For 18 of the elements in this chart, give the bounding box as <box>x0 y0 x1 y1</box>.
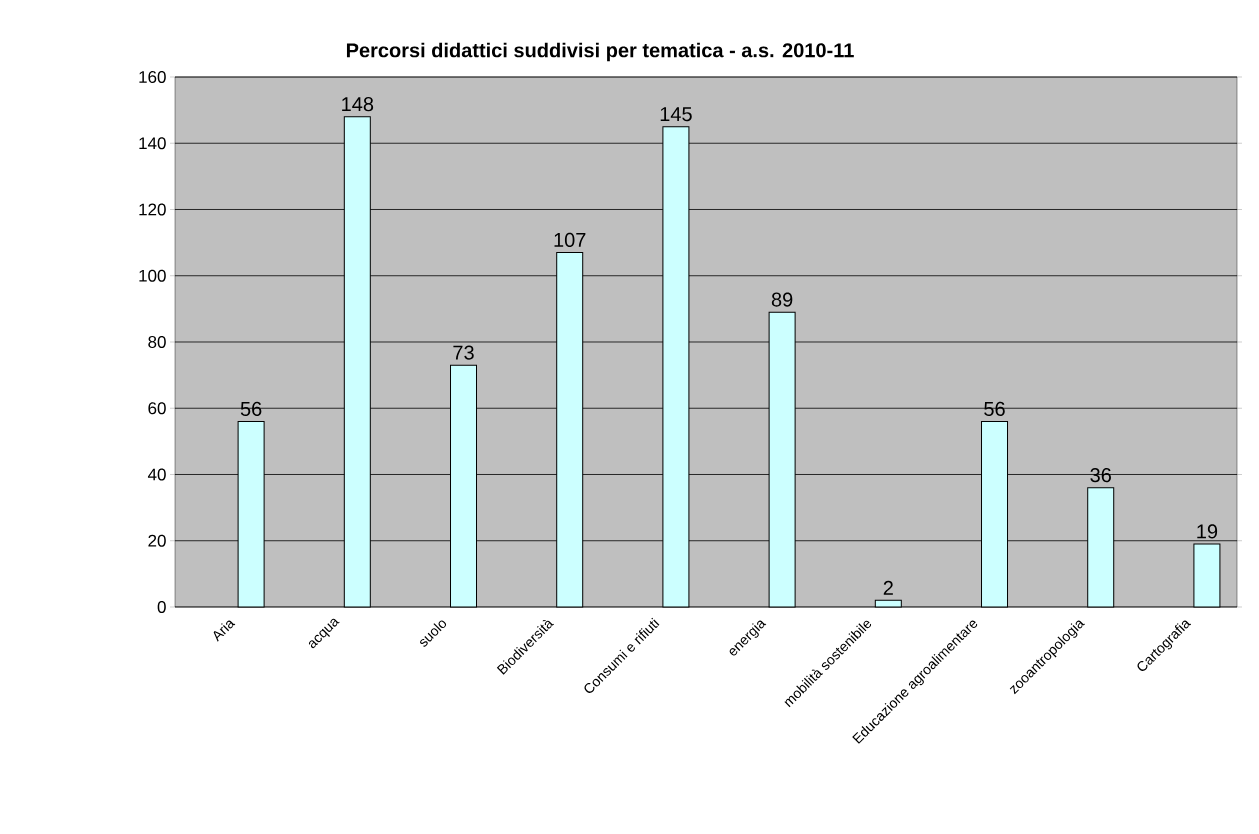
x-tick-label: Aria <box>213 620 236 642</box>
y-tick-label: 100 <box>139 269 166 282</box>
y-tick-label: 160 <box>139 70 166 84</box>
data-label: 148 <box>342 97 374 112</box>
y-tick-label: 80 <box>148 335 166 349</box>
y-tick-label: 40 <box>147 468 166 481</box>
y-tick-label: 60 <box>148 402 166 415</box>
data-label: 2 <box>883 580 893 595</box>
data-label: 19 <box>1197 524 1218 539</box>
chart-title: Percorsi didattici suddivisi per tematica - a.s. 2010-11 <box>346 42 854 62</box>
data-label: 89 <box>771 292 793 307</box>
data-label: 73 <box>453 345 474 360</box>
y-tick-label: 120 <box>139 203 166 216</box>
data-label: 107 <box>554 232 586 248</box>
y-tick-label: 0 <box>157 600 166 614</box>
y-tick-label: 20 <box>148 534 166 547</box>
data-label: 145 <box>660 107 692 122</box>
y-tick-label: 140 <box>139 137 166 150</box>
